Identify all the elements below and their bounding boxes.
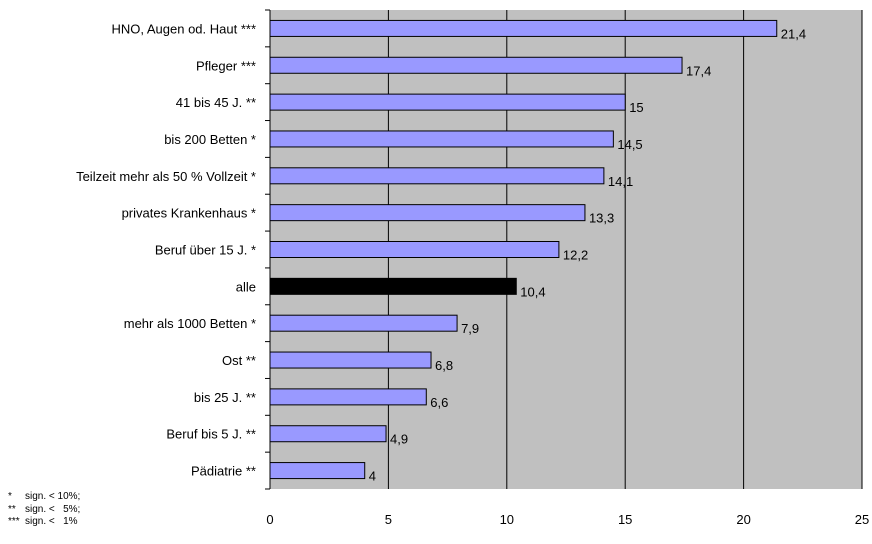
value-label: 4,9 (390, 432, 408, 447)
value-label: 15 (629, 100, 643, 115)
bar (269, 314, 458, 332)
legend-symbol: *** (8, 516, 20, 527)
category-label: Beruf bis 5 J. ** (166, 427, 256, 442)
bar (269, 93, 626, 111)
x-tick-label: 25 (855, 512, 869, 527)
bar (269, 241, 560, 258)
value-label: 6,6 (430, 395, 448, 410)
category-label: Pädiatrie ** (191, 464, 256, 479)
bar (269, 425, 387, 443)
category-label: Ost ** (222, 353, 256, 368)
x-tick-label: 5 (385, 512, 392, 527)
category-label: mehr als 1000 Betten * (124, 316, 256, 331)
value-label: 14,1 (608, 174, 633, 189)
legend-symbol: ** (8, 503, 16, 515)
category-label: 41 bis 45 J. ** (176, 95, 256, 110)
bar (269, 277, 517, 295)
category-label: privates Krankenhaus * (122, 206, 256, 221)
legend-text: sign. < 10%; (25, 491, 81, 502)
category-label: Beruf über 15 J. * (155, 243, 256, 258)
category-label: bis 25 J. ** (194, 390, 256, 405)
legend-row-2: ** sign. < 5%; (8, 504, 80, 517)
bar (269, 56, 683, 74)
value-label: 10,4 (520, 284, 545, 299)
x-tick-label: 10 (500, 512, 514, 527)
legend-row-3: *** sign. < 1% (8, 516, 80, 529)
value-label: 12,2 (563, 248, 588, 263)
legend-text: sign. < 5%; (25, 503, 81, 515)
category-label: Teilzeit mehr als 50 % Vollzeit * (76, 169, 256, 184)
category-label: bis 200 Betten * (164, 132, 256, 147)
significance-legend: * sign. < 10%; ** sign. < 5%; *** sign. … (8, 491, 80, 529)
value-label: 21,4 (781, 26, 806, 41)
bar (269, 130, 614, 148)
bar (269, 19, 778, 37)
value-label: 13,3 (589, 211, 614, 226)
bar (269, 462, 366, 480)
x-tick-label: 20 (736, 512, 750, 527)
bar (269, 204, 586, 222)
x-tick-label: 0 (266, 512, 273, 527)
legend-text: sign. < 1% (25, 516, 78, 527)
category-label: Pfleger *** (196, 58, 256, 73)
x-tick-label: 15 (618, 512, 632, 527)
legend-row-1: * sign. < 10%; (8, 491, 80, 504)
value-label: 7,9 (461, 321, 479, 336)
bar (269, 351, 432, 369)
bar (269, 388, 427, 406)
legend-symbol: * (8, 491, 12, 502)
value-label: 6,8 (435, 358, 453, 373)
value-label: 17,4 (686, 63, 711, 78)
value-label: 4 (369, 469, 376, 484)
bar (269, 167, 605, 185)
value-label: 14,5 (617, 137, 642, 152)
category-label: alle (236, 279, 256, 294)
category-label: HNO, Augen od. Haut *** (111, 21, 256, 36)
